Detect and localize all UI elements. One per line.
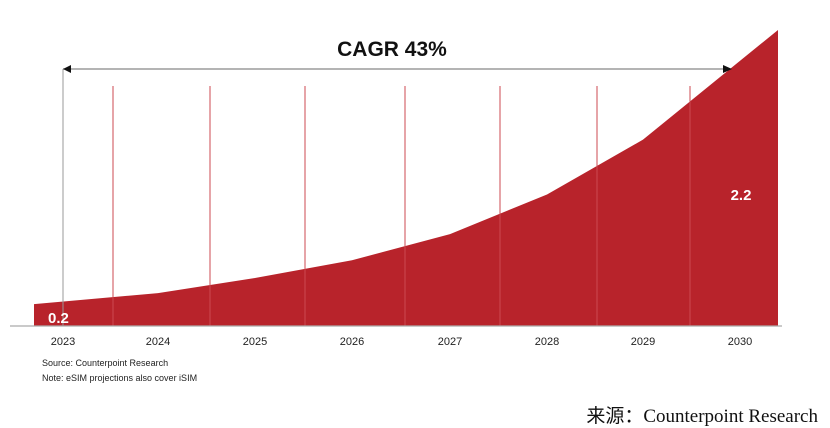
x-tick-label: 2026 xyxy=(340,336,364,348)
projection-note: Note: eSIM projections also cover iSIM xyxy=(42,373,198,383)
x-tick-label: 2023 xyxy=(51,336,75,348)
x-tick-label: 2024 xyxy=(146,336,170,348)
cagr-arrow-head-right xyxy=(723,65,732,73)
data-label-first: 0.2 xyxy=(48,310,69,327)
chart-title: CAGR 43% xyxy=(337,38,447,61)
source-note: Source: Counterpoint Research xyxy=(42,358,169,368)
x-tick-label: 2028 xyxy=(535,336,559,348)
x-tick-label: 2030 xyxy=(728,336,752,348)
data-label-last: 2.2 xyxy=(731,187,752,204)
cagr-arrow-head-left xyxy=(63,65,71,73)
caption: 来源：Counterpoint Research xyxy=(586,406,818,427)
x-tick-label: 2029 xyxy=(631,336,655,348)
x-tick-label: 2025 xyxy=(243,336,267,348)
x-tick-label: 2027 xyxy=(438,336,462,348)
area-series xyxy=(34,30,778,326)
